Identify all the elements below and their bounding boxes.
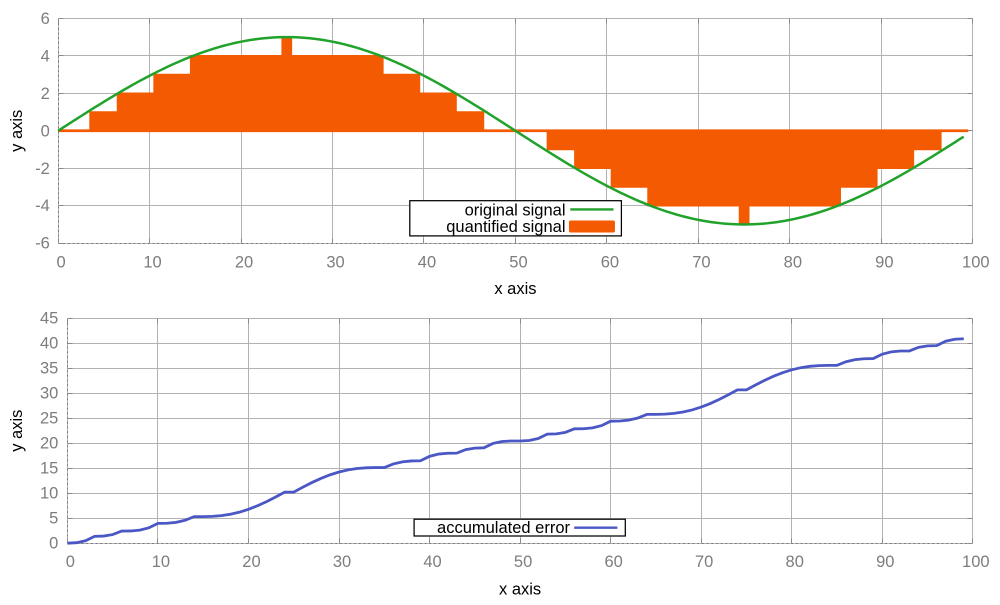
svg-text:accumulated error: accumulated error	[437, 519, 570, 537]
svg-text:60: 60	[601, 254, 619, 272]
svg-text:x axis: x axis	[494, 280, 536, 298]
svg-text:0: 0	[66, 553, 75, 571]
svg-text:10: 10	[152, 553, 170, 571]
svg-text:90: 90	[876, 553, 894, 571]
svg-text:5: 5	[49, 510, 58, 528]
svg-text:90: 90	[875, 254, 893, 272]
svg-text:y axis: y axis	[8, 110, 26, 152]
svg-text:30: 30	[326, 254, 344, 272]
svg-text:50: 50	[514, 553, 532, 571]
svg-text:y axis: y axis	[8, 410, 26, 452]
svg-text:35: 35	[40, 360, 58, 378]
svg-text:50: 50	[509, 254, 527, 272]
svg-text:20: 20	[40, 435, 58, 453]
svg-text:0: 0	[41, 122, 50, 140]
svg-text:70: 70	[692, 254, 710, 272]
svg-text:80: 80	[786, 553, 804, 571]
svg-text:70: 70	[695, 553, 713, 571]
svg-text:4: 4	[41, 47, 50, 65]
svg-text:-4: -4	[35, 197, 50, 215]
svg-text:-6: -6	[35, 235, 50, 253]
svg-text:0: 0	[57, 254, 66, 272]
svg-text:2: 2	[41, 85, 50, 103]
svg-text:15: 15	[40, 460, 58, 478]
svg-text:25: 25	[40, 410, 58, 428]
svg-text:quantified signal: quantified signal	[446, 218, 565, 236]
svg-text:40: 40	[418, 254, 436, 272]
svg-text:100: 100	[962, 553, 990, 571]
svg-text:40: 40	[40, 335, 58, 353]
svg-text:20: 20	[242, 553, 260, 571]
svg-text:60: 60	[604, 553, 622, 571]
svg-text:30: 30	[40, 385, 58, 403]
svg-text:-2: -2	[35, 160, 50, 178]
svg-text:6: 6	[41, 10, 50, 28]
svg-text:30: 30	[333, 553, 351, 571]
svg-text:100: 100	[962, 254, 990, 272]
svg-text:10: 10	[143, 254, 161, 272]
svg-text:40: 40	[423, 553, 441, 571]
svg-text:original signal: original signal	[465, 201, 566, 219]
svg-text:45: 45	[40, 310, 58, 328]
svg-text:0: 0	[49, 535, 58, 553]
svg-text:x axis: x axis	[499, 581, 541, 599]
svg-text:20: 20	[235, 254, 253, 272]
svg-text:80: 80	[784, 254, 802, 272]
svg-text:10: 10	[40, 485, 58, 503]
